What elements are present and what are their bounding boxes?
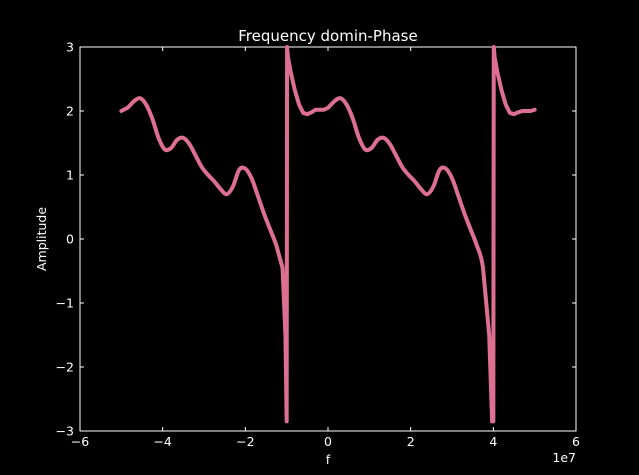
- y-axis-label: Amplitude: [34, 207, 49, 271]
- y-tick-label: −2: [56, 360, 74, 375]
- x-tick-label: 4: [489, 434, 497, 449]
- y-tick-label: −1: [56, 296, 74, 311]
- x-axis-multiplier: 1e7: [552, 450, 576, 465]
- y-tick-label: 3: [66, 40, 74, 55]
- plot-area: −6 −4 −2 0 2 4 6 −3 −2 −1 0 1 2 3: [56, 40, 580, 450]
- x-axis-ticks: −6 −4 −2 0 2 4 6: [71, 47, 580, 449]
- x-tick-label: 2: [407, 434, 415, 449]
- chart-title: Frequency domin-Phase: [238, 27, 417, 45]
- x-tick-label: 0: [324, 434, 332, 449]
- x-tick-label: −6: [71, 434, 89, 449]
- series-layer: [119, 45, 537, 424]
- y-tick-label: −3: [56, 424, 74, 439]
- y-tick-label: 1: [66, 168, 74, 183]
- y-axis-ticks: −3 −2 −1 0 1 2 3: [56, 40, 576, 439]
- y-tick-label: 2: [66, 104, 74, 119]
- y-tick-label: 0: [66, 232, 74, 247]
- x-axis-label: f: [326, 452, 331, 467]
- x-tick-label: 6: [572, 434, 580, 449]
- x-tick-label: −4: [153, 434, 171, 449]
- x-tick-label: −2: [236, 434, 254, 449]
- phase-series-line: [119, 45, 537, 424]
